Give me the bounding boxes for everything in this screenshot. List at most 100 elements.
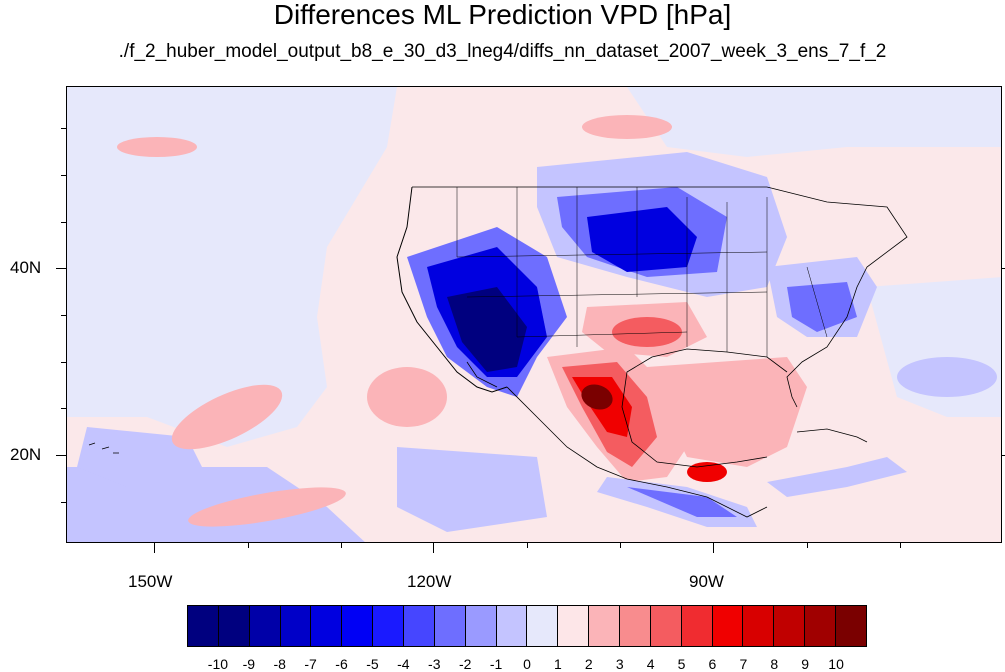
colorbar-swatch: [527, 606, 559, 646]
contour-region: [627, 487, 737, 517]
lat-label-20n: 20N: [10, 445, 42, 464]
colorbar-label: 7: [739, 656, 748, 672]
colorbar-label: -1: [489, 656, 503, 672]
contour-region: [581, 384, 613, 410]
coastline-path: [88, 442, 119, 454]
contour-region: [67, 87, 397, 447]
contour-region: [117, 137, 197, 157]
colorbar-swatch: [342, 606, 374, 646]
colorbar-swatch: [373, 606, 405, 646]
coastline-path: [466, 361, 498, 388]
axis-tick: [61, 222, 66, 223]
colorbar-label: -4: [397, 656, 410, 672]
axis-tick: [61, 175, 66, 176]
contour-region: [67, 467, 365, 542]
contour-region: [447, 287, 527, 372]
colorbar-swatch: [249, 606, 281, 646]
contour-region: [897, 357, 997, 397]
contour-region: [647, 357, 807, 467]
contour-region: [367, 367, 447, 427]
coastline-path: [621, 348, 788, 468]
contour-region: [587, 207, 697, 272]
colorbar-swatch: [496, 606, 528, 646]
colorbar-label: 0: [523, 656, 531, 672]
coastline-path: [396, 186, 508, 393]
vpd-difference-map: [67, 87, 1001, 542]
colorbar-swatch: [434, 606, 466, 646]
colorbar-label: -5: [366, 656, 379, 672]
colorbar-swatch: [280, 606, 312, 646]
axis-tick: [433, 543, 434, 553]
axis-tick: [900, 543, 901, 548]
colorbar-swatch: [805, 606, 837, 646]
axis-tick: [61, 502, 66, 503]
map-panel: [66, 86, 1002, 543]
colorbar-swatch: [589, 606, 621, 646]
coastline-path: [456, 251, 768, 258]
coastline-path: [516, 331, 688, 338]
colorbar-swatch: [558, 606, 590, 646]
lon-label-90w: 90W: [689, 572, 724, 591]
colorbar-swatch: [712, 606, 744, 646]
lon-label-150w: 150W: [128, 572, 173, 591]
axis-tick: [154, 543, 155, 553]
colorbar: [187, 605, 867, 647]
axis-tick: [248, 543, 249, 548]
axis-tick: [56, 455, 66, 456]
colorbar-label: -8: [273, 656, 286, 672]
colorbar-label: 9: [801, 656, 810, 672]
coastline-path: [706, 496, 768, 518]
colorbar-label: -10: [207, 656, 229, 672]
contour-region: [188, 487, 346, 527]
colorbar-label: -6: [335, 656, 348, 672]
axis-tick: [61, 362, 66, 363]
lat-label-40n: 40N: [10, 258, 42, 277]
colorbar-label: 10: [828, 656, 844, 672]
colorbar-label: -3: [428, 656, 441, 672]
colorbar-label: 5: [677, 656, 686, 672]
coastline-path: [466, 291, 768, 298]
coastline-path: [796, 428, 868, 443]
coastline-path: [506, 386, 708, 498]
axis-tick: [341, 543, 342, 548]
coastline-path: [806, 266, 828, 338]
axis-tick: [61, 408, 66, 409]
chart-title: Differences ML Prediction VPD [hPa]: [273, 0, 732, 30]
axis-tick: [1002, 268, 1005, 269]
axis-tick: [807, 543, 808, 548]
colorbar-label: 4: [646, 656, 655, 672]
contour-region: [787, 282, 857, 332]
colorbar-label: 3: [615, 656, 624, 672]
axis-tick: [527, 543, 528, 548]
contour-region: [627, 87, 1001, 157]
contour-region: [767, 457, 907, 497]
chart-subtitle: ./f_2_huber_model_output_b8_e_30_d3_lneg…: [118, 41, 887, 62]
colorbar-label: 8: [770, 656, 779, 672]
colorbar-swatch: [774, 606, 806, 646]
colorbar-label: -2: [458, 656, 472, 672]
contour-region: [687, 462, 727, 482]
contour-region: [397, 447, 547, 532]
colorbar-swatch: [188, 606, 219, 646]
colorbar-swatch: [681, 606, 713, 646]
colorbar-swatch: [465, 606, 497, 646]
contour-field: [67, 87, 1001, 542]
coastlines: [88, 186, 908, 518]
colorbar-label: 6: [708, 656, 717, 672]
coastline-path: [766, 186, 908, 408]
axis-tick: [61, 315, 66, 316]
colorbar-label: 1: [554, 656, 562, 672]
colorbar-swatch: [620, 606, 651, 646]
axis-tick: [61, 128, 66, 129]
contour-region: [612, 317, 682, 347]
axis-tick: [620, 543, 621, 548]
axis-tick: [56, 268, 66, 269]
colorbar-swatch: [743, 606, 775, 646]
colorbar-swatch: [836, 606, 866, 646]
colorbar-swatch: [218, 606, 250, 646]
lon-label-120w: 120W: [407, 572, 452, 591]
contour-region: [582, 115, 672, 139]
colorbar-label: -9: [242, 656, 256, 672]
colorbar-swatch: [650, 606, 682, 646]
contour-region: [171, 384, 283, 450]
